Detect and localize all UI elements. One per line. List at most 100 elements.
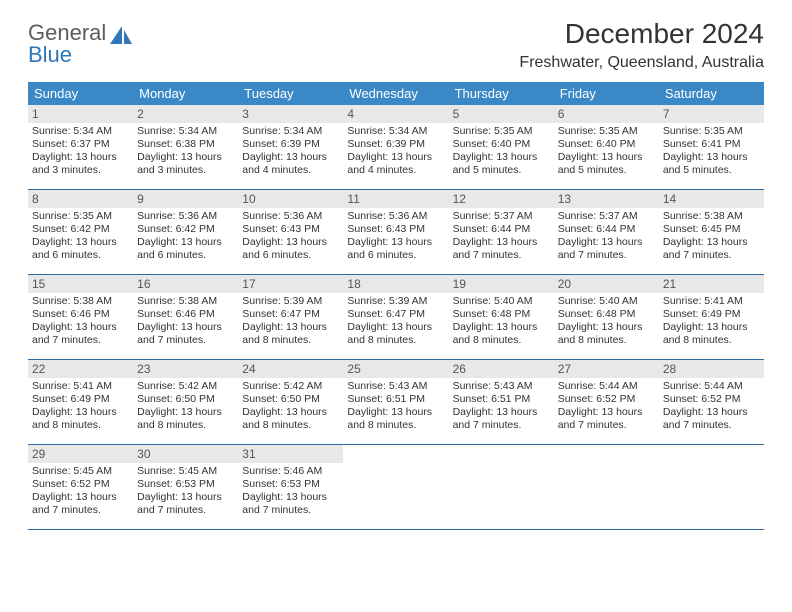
sunrise-line: Sunrise: 5:41 AM [32, 380, 129, 393]
dayhead-thu: Thursday [449, 82, 554, 105]
sunset-line: Sunset: 6:49 PM [663, 308, 760, 321]
sunset-line: Sunset: 6:51 PM [347, 393, 444, 406]
d2-line: and 3 minutes. [32, 164, 129, 177]
day-number: 2 [133, 105, 238, 123]
day-cell: 12Sunrise: 5:37 AMSunset: 6:44 PMDayligh… [449, 190, 554, 274]
sunrise-line: Sunrise: 5:39 AM [242, 295, 339, 308]
day-cell: 22Sunrise: 5:41 AMSunset: 6:49 PMDayligh… [28, 360, 133, 444]
d2-line: and 7 minutes. [137, 334, 234, 347]
sunrise-line: Sunrise: 5:36 AM [347, 210, 444, 223]
day-cell: 30Sunrise: 5:45 AMSunset: 6:53 PMDayligh… [133, 445, 238, 529]
sunrise-line: Sunrise: 5:46 AM [242, 465, 339, 478]
sunset-line: Sunset: 6:51 PM [453, 393, 550, 406]
sunset-line: Sunset: 6:39 PM [242, 138, 339, 151]
d1-line: Daylight: 13 hours [453, 406, 550, 419]
sunset-line: Sunset: 6:52 PM [663, 393, 760, 406]
d2-line: and 8 minutes. [453, 334, 550, 347]
day-number: 30 [133, 445, 238, 463]
d2-line: and 6 minutes. [137, 249, 234, 262]
d1-line: Daylight: 13 hours [137, 406, 234, 419]
d2-line: and 7 minutes. [558, 419, 655, 432]
week-row: 8Sunrise: 5:35 AMSunset: 6:42 PMDaylight… [28, 190, 764, 275]
d1-line: Daylight: 13 hours [242, 151, 339, 164]
day-number: 3 [238, 105, 343, 123]
d2-line: and 8 minutes. [242, 334, 339, 347]
day-number: 25 [343, 360, 448, 378]
day-cell: 5Sunrise: 5:35 AMSunset: 6:40 PMDaylight… [449, 105, 554, 189]
day-cell [659, 445, 764, 529]
day-cell: 11Sunrise: 5:36 AMSunset: 6:43 PMDayligh… [343, 190, 448, 274]
d1-line: Daylight: 13 hours [137, 491, 234, 504]
d1-line: Daylight: 13 hours [242, 406, 339, 419]
day-number: 22 [28, 360, 133, 378]
day-cell [343, 445, 448, 529]
d1-line: Daylight: 13 hours [32, 406, 129, 419]
sunrise-line: Sunrise: 5:41 AM [663, 295, 760, 308]
day-number: 23 [133, 360, 238, 378]
day-cell: 28Sunrise: 5:44 AMSunset: 6:52 PMDayligh… [659, 360, 764, 444]
sunrise-line: Sunrise: 5:35 AM [558, 125, 655, 138]
d1-line: Daylight: 13 hours [347, 236, 444, 249]
sunrise-line: Sunrise: 5:45 AM [32, 465, 129, 478]
d1-line: Daylight: 13 hours [32, 491, 129, 504]
day-cell: 8Sunrise: 5:35 AMSunset: 6:42 PMDaylight… [28, 190, 133, 274]
sunset-line: Sunset: 6:48 PM [558, 308, 655, 321]
sunset-line: Sunset: 6:46 PM [32, 308, 129, 321]
sunset-line: Sunset: 6:37 PM [32, 138, 129, 151]
sunset-line: Sunset: 6:38 PM [137, 138, 234, 151]
sunset-line: Sunset: 6:42 PM [137, 223, 234, 236]
week-row: 22Sunrise: 5:41 AMSunset: 6:49 PMDayligh… [28, 360, 764, 445]
day-number: 18 [343, 275, 448, 293]
logo-sail-icon [108, 24, 134, 46]
d2-line: and 5 minutes. [453, 164, 550, 177]
dayhead-mon: Monday [133, 82, 238, 105]
d1-line: Daylight: 13 hours [663, 236, 760, 249]
sunrise-line: Sunrise: 5:38 AM [32, 295, 129, 308]
week-row: 15Sunrise: 5:38 AMSunset: 6:46 PMDayligh… [28, 275, 764, 360]
day-number: 13 [554, 190, 659, 208]
day-cell: 3Sunrise: 5:34 AMSunset: 6:39 PMDaylight… [238, 105, 343, 189]
sunset-line: Sunset: 6:40 PM [453, 138, 550, 151]
d2-line: and 7 minutes. [453, 249, 550, 262]
sunrise-line: Sunrise: 5:36 AM [137, 210, 234, 223]
day-number: 27 [554, 360, 659, 378]
title-block: December 2024 Freshwater, Queensland, Au… [519, 18, 764, 72]
d1-line: Daylight: 13 hours [453, 236, 550, 249]
d1-line: Daylight: 13 hours [453, 151, 550, 164]
day-number: 29 [28, 445, 133, 463]
sunrise-line: Sunrise: 5:42 AM [137, 380, 234, 393]
d2-line: and 6 minutes. [347, 249, 444, 262]
day-cell: 21Sunrise: 5:41 AMSunset: 6:49 PMDayligh… [659, 275, 764, 359]
calendar: Sunday Monday Tuesday Wednesday Thursday… [28, 82, 764, 530]
sunset-line: Sunset: 6:47 PM [347, 308, 444, 321]
d2-line: and 8 minutes. [32, 419, 129, 432]
d2-line: and 4 minutes. [242, 164, 339, 177]
d1-line: Daylight: 13 hours [242, 321, 339, 334]
sunset-line: Sunset: 6:44 PM [453, 223, 550, 236]
location-subtitle: Freshwater, Queensland, Australia [519, 54, 764, 72]
d2-line: and 8 minutes. [558, 334, 655, 347]
sunset-line: Sunset: 6:42 PM [32, 223, 129, 236]
d1-line: Daylight: 13 hours [347, 151, 444, 164]
d2-line: and 7 minutes. [32, 504, 129, 517]
dayhead-fri: Friday [554, 82, 659, 105]
d2-line: and 7 minutes. [663, 419, 760, 432]
d1-line: Daylight: 13 hours [32, 236, 129, 249]
sunrise-line: Sunrise: 5:40 AM [558, 295, 655, 308]
logo-text: General Blue [28, 22, 106, 66]
d1-line: Daylight: 13 hours [663, 321, 760, 334]
day-cell: 17Sunrise: 5:39 AMSunset: 6:47 PMDayligh… [238, 275, 343, 359]
d2-line: and 7 minutes. [137, 504, 234, 517]
day-cell: 9Sunrise: 5:36 AMSunset: 6:42 PMDaylight… [133, 190, 238, 274]
sunrise-line: Sunrise: 5:34 AM [137, 125, 234, 138]
day-number: 24 [238, 360, 343, 378]
day-number: 12 [449, 190, 554, 208]
day-number: 20 [554, 275, 659, 293]
sunset-line: Sunset: 6:44 PM [558, 223, 655, 236]
d2-line: and 7 minutes. [453, 419, 550, 432]
day-cell: 19Sunrise: 5:40 AMSunset: 6:48 PMDayligh… [449, 275, 554, 359]
day-cell [449, 445, 554, 529]
d2-line: and 8 minutes. [663, 334, 760, 347]
d1-line: Daylight: 13 hours [663, 151, 760, 164]
d1-line: Daylight: 13 hours [137, 236, 234, 249]
